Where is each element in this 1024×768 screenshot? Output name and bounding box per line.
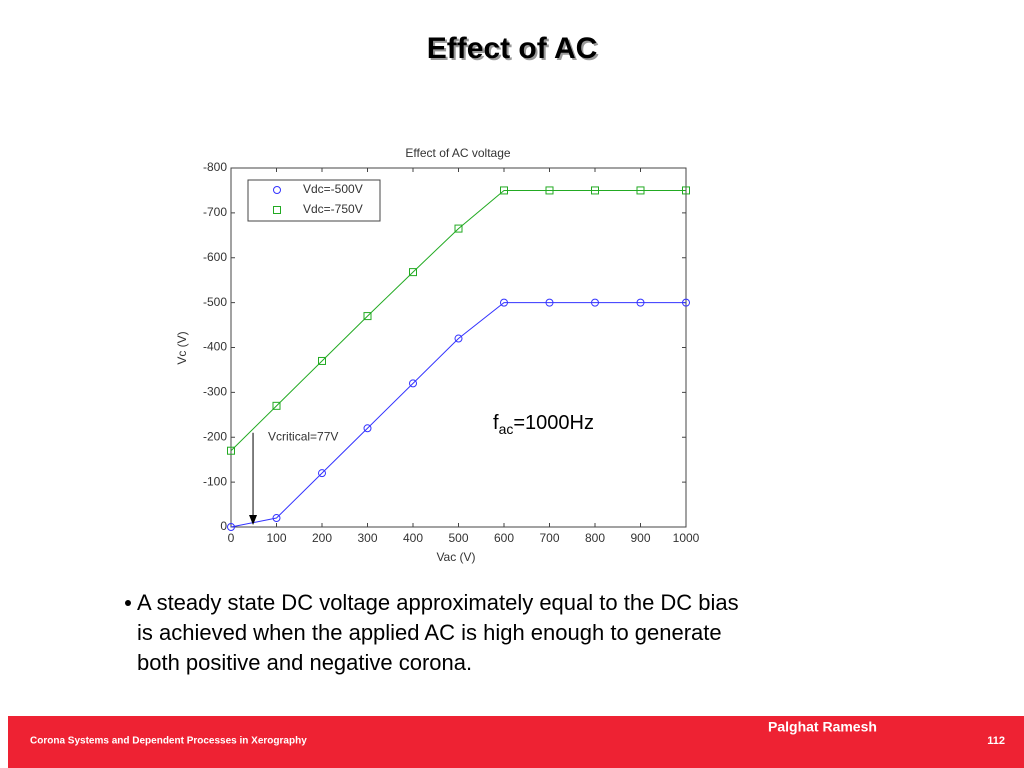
marker: [318, 469, 326, 478]
x-tick-label: 200: [312, 531, 332, 545]
bullet-text: is achieved when the applied AC is high …: [137, 620, 722, 645]
x-tick-label: 500: [448, 531, 468, 545]
marker: [409, 268, 417, 277]
bullet-dot: [125, 600, 131, 606]
chart-title: Effect of AC voltage: [405, 146, 511, 160]
annotation: Vcritical=77V: [268, 429, 338, 443]
y-tick-label: -800: [203, 160, 227, 174]
series-line: [230, 189, 686, 452]
y-tick-label: -300: [203, 385, 227, 399]
marker: [591, 186, 599, 195]
plot-frame: [230, 167, 687, 528]
legend-label: Vdc=-750V: [303, 202, 363, 216]
marker: [454, 224, 463, 233]
legend-label: Vdc=-500V: [303, 182, 363, 196]
x-tick-label: 400: [403, 531, 423, 545]
bullet-text: both positive and negative corona.: [137, 650, 472, 675]
marker: [272, 401, 281, 410]
marker: [318, 356, 326, 365]
legend-box: [247, 179, 381, 222]
frequency-label: fac=1000Hz: [493, 412, 594, 436]
marker: [636, 186, 645, 195]
y-tick-label: -400: [203, 340, 227, 354]
slide-title: Effect of AC: [427, 32, 598, 65]
marker: [500, 298, 508, 307]
x-tick-label: 0: [228, 531, 235, 545]
footer-author: Palghat Ramesh: [768, 719, 877, 735]
x-tick-label: 100: [266, 531, 286, 545]
bullet-text: A steady state DC voltage approximately …: [137, 590, 739, 615]
x-axis-label: Vac (V): [436, 550, 475, 564]
legend-marker: [273, 186, 281, 194]
y-tick-label: -100: [203, 474, 227, 488]
legend-marker: [273, 206, 281, 214]
marker: [363, 424, 372, 433]
arrow-head: [249, 515, 258, 525]
marker: [227, 446, 235, 455]
marker: [545, 186, 554, 195]
marker: [363, 312, 372, 321]
y-tick-label: -500: [203, 295, 227, 309]
marker: [545, 298, 554, 307]
footer-bar: [8, 716, 1024, 768]
x-tick-label: 1000: [673, 531, 700, 545]
title-shadow: Effect of AC: [429, 34, 600, 67]
x-tick-label: 700: [539, 531, 559, 545]
marker: [227, 523, 235, 531]
y-axis-label: Vc (V): [175, 331, 189, 364]
marker: [682, 298, 690, 307]
y-tick-label: 0: [220, 519, 227, 533]
series-line: [230, 302, 686, 528]
marker: [500, 186, 508, 195]
footer-course: Corona Systems and Dependent Processes i…: [30, 736, 307, 747]
x-tick-label: 300: [357, 531, 377, 545]
x-tick-label: 600: [494, 531, 514, 545]
y-tick-label: -600: [203, 250, 227, 264]
marker: [591, 298, 599, 307]
x-tick-label: 800: [585, 531, 605, 545]
marker: [454, 334, 463, 343]
marker: [682, 186, 690, 195]
y-tick-label: -700: [203, 205, 227, 219]
marker: [409, 379, 417, 388]
x-tick-label: 900: [630, 531, 650, 545]
footer-page: 112: [987, 735, 1005, 747]
marker: [272, 514, 281, 523]
marker: [636, 298, 645, 307]
y-tick-label: -200: [203, 429, 227, 443]
